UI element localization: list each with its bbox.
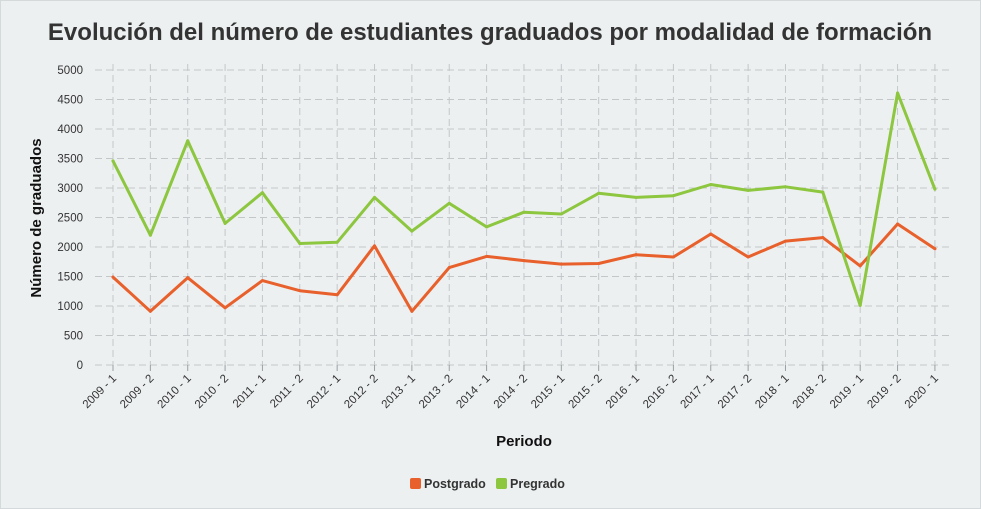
- data-point-pregrado: [111, 159, 115, 163]
- x-tick-label: 2018 - 2: [791, 373, 829, 411]
- x-tick-label: 2019 - 1: [828, 373, 866, 411]
- data-point-postgrado: [335, 293, 339, 297]
- data-point-postgrado: [260, 279, 264, 283]
- x-axis-ticks: 2009 - 1 2009 - 2 2010 - 1 2010 - 2 2011 - 1…: [81, 365, 941, 411]
- x-tick-label: 2017 - 1: [679, 373, 717, 411]
- data-point-postgrado: [298, 289, 302, 293]
- x-tick-label: 2017 - 2: [716, 373, 754, 411]
- x-tick-label: 2012 - 2: [342, 373, 380, 411]
- y-axis-ticks: 0 500 1000 1500 2000 2500 3000 3500 4000 4500 5000: [57, 65, 83, 372]
- data-point-pregrado: [485, 225, 489, 229]
- data-point-postgrado: [522, 259, 526, 263]
- y-tick-label: 2500: [57, 213, 83, 225]
- data-point-pregrado: [298, 241, 302, 245]
- y-tick-label: 1000: [57, 301, 83, 313]
- data-point-postgrado: [186, 276, 190, 280]
- data-point-postgrado: [223, 306, 227, 310]
- y-tick-label: 4000: [57, 124, 83, 136]
- x-tick-label: 2019 - 2: [865, 373, 903, 411]
- legend-swatch-postgrado: [410, 478, 421, 489]
- y-tick-label: 3500: [57, 154, 83, 166]
- data-point-pregrado: [597, 191, 601, 195]
- data-point-postgrado: [373, 244, 377, 248]
- y-tick-label: 500: [64, 331, 83, 343]
- data-point-postgrado: [634, 253, 638, 257]
- x-tick-label: 2013 - 1: [380, 373, 418, 411]
- data-point-pregrado: [709, 182, 713, 186]
- x-tick-label: 2011 - 1: [231, 373, 269, 411]
- x-tick-label: 2015 - 2: [566, 373, 604, 411]
- data-point-postgrado: [821, 236, 825, 240]
- data-point-pregrado: [783, 185, 787, 189]
- data-point-pregrado: [522, 210, 526, 214]
- data-point-pregrado: [821, 190, 825, 194]
- data-point-postgrado: [597, 262, 601, 266]
- data-point-postgrado: [148, 309, 152, 313]
- grid: [95, 64, 953, 366]
- x-tick-label: 2012 - 1: [305, 373, 343, 411]
- x-tick-label: 2009 - 2: [118, 373, 156, 411]
- data-point-postgrado: [858, 264, 862, 268]
- y-tick-label: 1500: [57, 272, 83, 284]
- data-point-postgrado: [485, 254, 489, 258]
- data-point-pregrado: [186, 139, 190, 143]
- data-point-postgrado: [746, 255, 750, 259]
- chart-title: Evolución del número de estudiantes grad…: [48, 19, 932, 46]
- x-tick-label: 2014 - 2: [492, 373, 530, 411]
- x-tick-label: 2018 - 1: [753, 373, 791, 411]
- series-lines: [111, 91, 937, 313]
- data-point-pregrado: [896, 91, 900, 95]
- data-point-postgrado: [559, 262, 563, 266]
- data-point-pregrado: [671, 194, 675, 198]
- y-axis-title: Número de graduados: [28, 138, 45, 297]
- x-tick-label: 2009 - 1: [81, 373, 119, 411]
- data-point-postgrado: [671, 255, 675, 259]
- legend-label-pregrado[interactable]: Pregrado: [510, 477, 565, 491]
- x-tick-label: 2016 - 2: [641, 373, 679, 411]
- y-tick-label: 2000: [57, 242, 83, 254]
- x-axis-title: Periodo: [496, 433, 552, 450]
- data-point-pregrado: [858, 303, 862, 307]
- data-point-postgrado: [896, 222, 900, 226]
- legend: Postgrado Pregrado: [410, 477, 565, 491]
- data-point-pregrado: [260, 191, 264, 195]
- data-point-pregrado: [148, 233, 152, 237]
- x-tick-label: 2013 - 2: [417, 373, 455, 411]
- data-point-postgrado: [709, 232, 713, 236]
- legend-swatch-pregrado: [496, 478, 507, 489]
- data-point-pregrado: [335, 240, 339, 244]
- x-tick-label: 2011 - 2: [268, 373, 306, 411]
- y-tick-label: 0: [77, 360, 83, 372]
- y-tick-label: 4500: [57, 95, 83, 107]
- data-point-pregrado: [447, 201, 451, 205]
- x-tick-label: 2010 - 1: [156, 373, 194, 411]
- data-point-postgrado: [447, 266, 451, 270]
- x-tick-label: 2016 - 1: [604, 373, 642, 411]
- x-tick-label: 2015 - 1: [529, 373, 567, 411]
- data-point-pregrado: [746, 188, 750, 192]
- data-point-pregrado: [933, 187, 937, 191]
- y-tick-label: 5000: [57, 65, 83, 77]
- data-point-postgrado: [933, 247, 937, 251]
- x-tick-label: 2010 - 2: [193, 373, 231, 411]
- data-point-pregrado: [223, 221, 227, 225]
- data-point-postgrado: [410, 309, 414, 313]
- data-point-postgrado: [111, 275, 115, 279]
- x-tick-label: 2014 - 1: [454, 373, 492, 411]
- legend-label-postgrado[interactable]: Postgrado: [424, 477, 486, 491]
- y-tick-label: 3000: [57, 183, 83, 195]
- data-point-pregrado: [373, 195, 377, 199]
- x-tick-label: 2020 - 1: [903, 373, 941, 411]
- data-point-pregrado: [410, 229, 414, 233]
- data-point-postgrado: [783, 239, 787, 243]
- data-point-pregrado: [559, 212, 563, 216]
- data-point-pregrado: [634, 195, 638, 199]
